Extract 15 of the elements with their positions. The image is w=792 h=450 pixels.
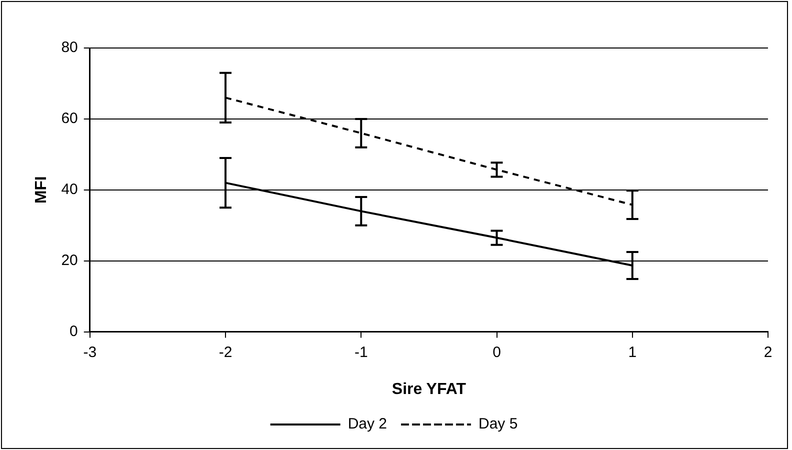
x-tick-label: -3 bbox=[83, 344, 97, 361]
y-tick-label: 0 bbox=[70, 322, 78, 340]
legend-label: Day 5 bbox=[478, 416, 518, 433]
x-tick-label: -1 bbox=[354, 344, 368, 361]
y-tick-label: 80 bbox=[61, 39, 78, 56]
x-tick-label: 0 bbox=[492, 344, 501, 361]
legend-label: Day 2 bbox=[348, 416, 388, 433]
y-tick-label: 60 bbox=[61, 110, 78, 128]
x-tick-label: -2 bbox=[218, 344, 232, 361]
y-tick-label: 40 bbox=[61, 181, 78, 198]
y-axis-title: MFI bbox=[33, 176, 50, 204]
x-tick-label: 2 bbox=[764, 344, 772, 361]
y-tick-label: 20 bbox=[61, 252, 78, 269]
x-axis-title: Sire YFAT bbox=[392, 380, 466, 398]
x-tick-label: 1 bbox=[628, 344, 637, 361]
